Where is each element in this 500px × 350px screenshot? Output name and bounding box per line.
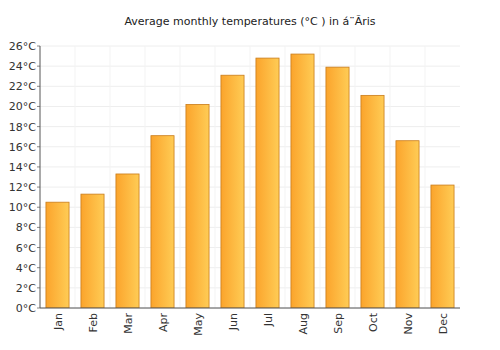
x-tick-label: Feb <box>87 313 100 332</box>
bar <box>326 67 349 308</box>
y-tick-label: 0°C <box>16 302 36 315</box>
y-tick-label: 12°C <box>9 181 36 194</box>
grid-line-vertical <box>180 46 181 308</box>
grid-line-vertical <box>110 46 111 308</box>
x-tick-label: May <box>192 313 205 336</box>
grid-line-vertical <box>145 46 146 308</box>
y-axis <box>40 46 41 308</box>
x-tick-label: Nov <box>402 313 415 335</box>
grid-line-vertical <box>75 46 76 308</box>
y-tick-label: 24°C <box>9 60 36 73</box>
x-tick-label: Aug <box>297 313 310 334</box>
bar <box>256 58 279 308</box>
x-tick-label: Jun <box>227 313 240 331</box>
x-tick-label: Jul <box>262 313 275 327</box>
x-tick-label: Apr <box>157 313 170 333</box>
bar <box>81 194 104 308</box>
y-tick-label: 18°C <box>9 121 36 134</box>
grid-line-vertical <box>285 46 286 308</box>
bar <box>396 141 419 308</box>
grid-line <box>40 308 460 309</box>
bar <box>151 136 174 308</box>
y-tick-label: 22°C <box>9 80 36 93</box>
y-tick-label: 26°C <box>9 40 36 53</box>
grid-line-vertical <box>215 46 216 308</box>
bars <box>46 54 454 308</box>
grid-line-vertical <box>425 46 426 308</box>
y-tick-label: 4°C <box>16 262 36 275</box>
y-tick-label: 8°C <box>16 221 36 234</box>
bar <box>361 95 384 308</box>
chart: Average monthly temperatures (°C ) in á¨… <box>0 0 500 350</box>
grid-line-vertical <box>320 46 321 308</box>
x-tick-label: Oct <box>367 312 380 332</box>
bar <box>46 202 69 308</box>
bar <box>186 104 209 308</box>
x-tick-label: Sep <box>332 313 345 334</box>
y-tick-label: 2°C <box>16 282 36 295</box>
grid-line-vertical <box>390 46 391 308</box>
bar <box>431 185 454 308</box>
grid-line-vertical <box>250 46 251 308</box>
y-tick-label: 20°C <box>9 100 36 113</box>
bar <box>291 54 314 308</box>
bar <box>221 75 244 308</box>
title: Average monthly temperatures (°C ) in á¨… <box>124 15 375 28</box>
y-tick-label: 6°C <box>16 242 36 255</box>
x-axis <box>40 308 460 309</box>
y-tick-label: 10°C <box>9 201 36 214</box>
y-tick-label: 16°C <box>9 141 36 154</box>
grid-line-vertical <box>355 46 356 308</box>
x-tick-label: Dec <box>437 313 450 334</box>
y-tick-label: 14°C <box>9 161 36 174</box>
x-tick-label: Mar <box>122 313 135 334</box>
x-tick-label: Jan <box>52 313 65 331</box>
bar <box>116 174 139 308</box>
